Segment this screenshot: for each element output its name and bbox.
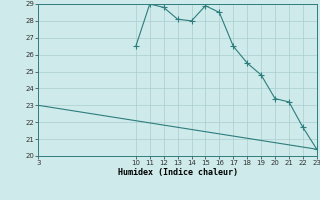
- X-axis label: Humidex (Indice chaleur): Humidex (Indice chaleur): [118, 168, 238, 177]
